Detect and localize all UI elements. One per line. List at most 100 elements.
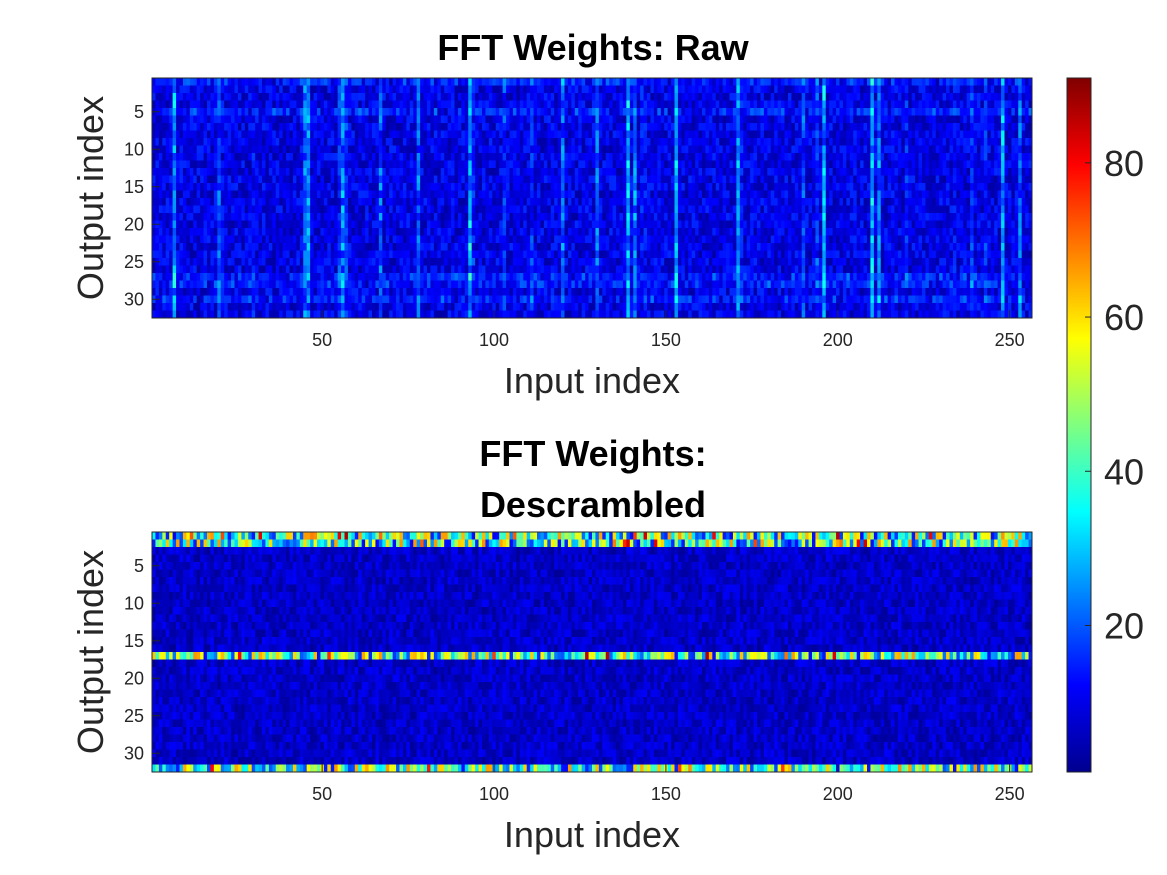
heatmap-cell xyxy=(609,78,614,86)
heatmap-cell xyxy=(543,190,548,199)
heatmap-cell xyxy=(399,138,404,146)
heatmap-cell xyxy=(461,78,466,86)
heatmap-cell xyxy=(598,153,603,161)
heatmap-cell xyxy=(880,108,885,116)
heatmap-cell xyxy=(946,153,950,161)
heatmap-cell xyxy=(433,220,438,229)
heatmap-cell xyxy=(341,175,345,184)
heatmap-cell xyxy=(358,93,363,101)
heatmap-cell xyxy=(750,190,754,199)
heatmap-cell xyxy=(1018,198,1023,206)
heatmap-cell xyxy=(842,78,847,86)
heatmap-cell xyxy=(763,138,768,146)
heatmap-cell xyxy=(732,138,737,146)
heatmap-cell xyxy=(296,160,301,169)
heatmap-cell xyxy=(715,123,720,131)
heatmap-cell xyxy=(561,145,565,154)
heatmap-cell xyxy=(344,190,349,199)
heatmap-cell xyxy=(918,213,923,221)
heatmap-cell xyxy=(512,220,517,229)
heatmap-cell xyxy=(781,108,785,116)
heatmap-cell xyxy=(423,175,428,184)
heatmap-cell xyxy=(344,93,349,101)
heatmap-cell xyxy=(310,160,314,169)
heatmap-cell xyxy=(310,145,314,154)
heatmap-cell xyxy=(176,160,180,169)
heatmap-cell xyxy=(653,175,658,184)
heatmap-cell xyxy=(595,160,600,169)
heatmap-cell xyxy=(547,145,552,154)
heatmap-cell xyxy=(770,123,775,131)
heatmap-cell xyxy=(423,93,428,101)
heatmap-cell xyxy=(935,123,940,131)
heatmap-cell xyxy=(787,123,792,131)
heatmap-cell xyxy=(378,123,383,131)
heatmap-cell xyxy=(213,183,218,191)
heatmap-cell xyxy=(949,183,954,191)
heatmap-cell xyxy=(856,213,861,221)
heatmap-cell xyxy=(258,175,263,184)
heatmap-cell xyxy=(461,93,466,101)
heatmap-cell xyxy=(808,100,813,109)
heatmap-cell xyxy=(681,123,686,131)
heatmap-cell xyxy=(578,220,583,229)
heatmap-cell xyxy=(794,85,799,94)
heatmap-cell xyxy=(798,183,803,191)
heatmap-cell xyxy=(427,190,431,199)
heatmap-cell xyxy=(973,123,978,131)
heatmap-cell xyxy=(543,115,548,124)
heatmap-cell xyxy=(317,138,321,146)
heatmap-cell xyxy=(427,160,431,169)
heatmap-cell xyxy=(815,123,820,131)
heatmap-cell xyxy=(695,175,699,184)
heatmap-cell xyxy=(272,108,277,116)
heatmap-cell xyxy=(750,213,754,221)
heatmap-cell xyxy=(588,78,593,86)
heatmap-cell xyxy=(564,168,569,176)
heatmap-cell xyxy=(526,183,531,191)
heatmap-cell xyxy=(406,198,411,206)
heatmap-cell xyxy=(952,145,957,154)
heatmap-cell xyxy=(963,175,968,184)
heatmap-cell xyxy=(334,145,339,154)
heatmap-cell xyxy=(932,160,937,169)
heatmap-cell xyxy=(186,108,191,116)
heatmap-cell xyxy=(698,85,703,94)
heatmap-cell xyxy=(684,78,689,86)
heatmap-cell xyxy=(877,213,882,221)
heatmap-cell xyxy=(574,153,579,161)
heatmap-cell xyxy=(519,183,524,191)
heatmap-cell xyxy=(595,100,600,109)
heatmap-cell xyxy=(323,183,328,191)
heatmap-cell xyxy=(347,190,352,199)
heatmap-cell xyxy=(358,175,363,184)
heatmap-cell xyxy=(612,160,617,169)
heatmap-cell xyxy=(454,198,459,206)
heatmap-cell xyxy=(162,220,167,229)
heatmap-cell xyxy=(306,175,311,184)
heatmap-cell xyxy=(887,198,892,206)
heatmap-cell xyxy=(292,93,297,101)
heatmap-cell xyxy=(482,78,486,86)
heatmap-cell xyxy=(564,100,569,109)
heatmap-cell xyxy=(248,130,253,139)
heatmap-cell xyxy=(1021,183,1026,191)
heatmap-cell xyxy=(512,85,517,94)
heatmap-cell xyxy=(457,123,462,131)
heatmap-cell xyxy=(691,93,696,101)
heatmap-cell xyxy=(581,205,586,214)
heatmap-cell xyxy=(622,183,627,191)
heatmap-cell xyxy=(1025,145,1029,154)
heatmap-cell xyxy=(805,100,809,109)
heatmap-cell xyxy=(268,138,273,146)
heatmap-cell xyxy=(327,190,332,199)
heatmap-cell xyxy=(152,93,156,101)
heatmap-cell xyxy=(306,138,311,146)
heatmap-cell xyxy=(781,115,785,124)
heatmap-cell xyxy=(471,100,476,109)
heatmap-cell xyxy=(1025,153,1029,161)
heatmap-cell xyxy=(671,85,675,94)
heatmap-cell xyxy=(849,93,854,101)
heatmap-cell xyxy=(870,100,875,109)
heatmap-cell xyxy=(629,168,634,176)
